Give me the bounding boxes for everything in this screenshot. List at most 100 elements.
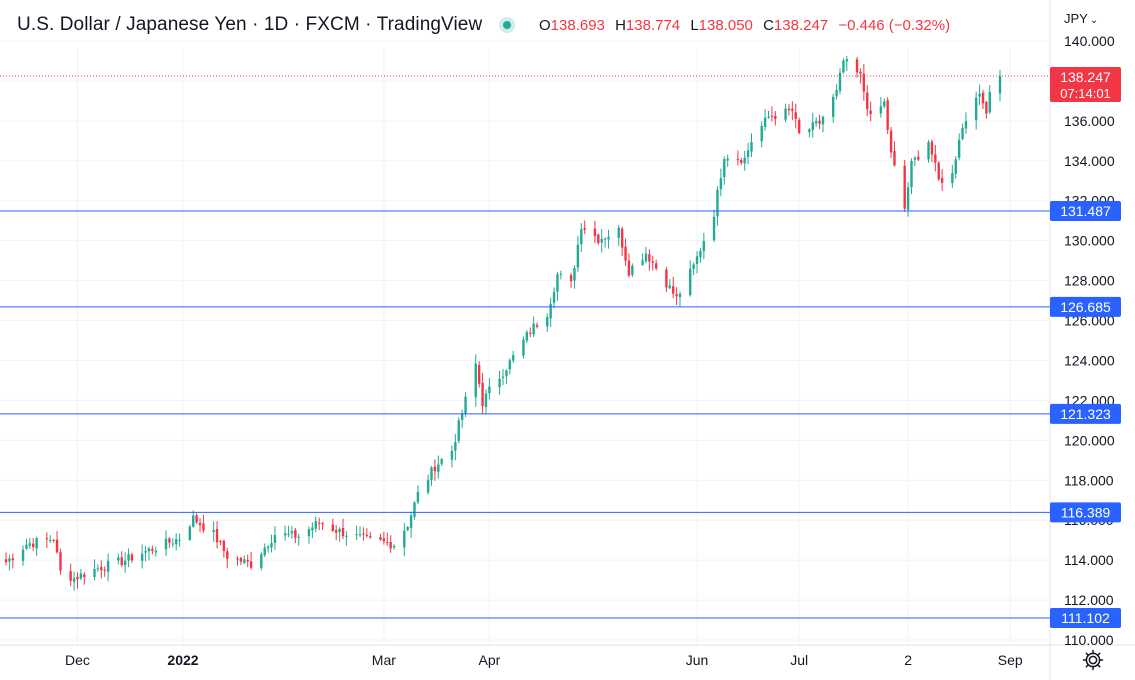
- candle-body: [481, 382, 484, 407]
- candle-body: [981, 92, 985, 104]
- level-price-label: 121.323: [1060, 406, 1111, 422]
- candle-body: [723, 159, 726, 177]
- time-tick-label: Jun: [686, 652, 709, 668]
- bar-countdown-label: 07:14:01: [1060, 86, 1111, 101]
- candle-body: [903, 165, 906, 209]
- candle-body: [835, 90, 838, 97]
- candle-body: [505, 370, 508, 377]
- candle-body: [202, 523, 205, 531]
- candle-body: [25, 544, 28, 549]
- candle-body: [743, 157, 746, 164]
- current-price-badge: [1050, 67, 1121, 103]
- candle-body: [869, 110, 872, 115]
- candle-body: [859, 71, 862, 74]
- candle-body: [862, 73, 866, 92]
- candle-body: [222, 540, 226, 551]
- candle-body: [55, 539, 59, 553]
- candle-body: [927, 142, 930, 160]
- time-tick-label: Apr: [478, 652, 500, 668]
- gear-icon[interactable]: [1081, 648, 1105, 672]
- candle-body: [821, 116, 825, 125]
- candle-body: [45, 538, 49, 540]
- candle-body: [69, 571, 72, 581]
- candle-body: [236, 558, 239, 560]
- candle-body: [712, 216, 716, 241]
- level-price-label: 111.102: [1061, 610, 1110, 626]
- candle-body: [957, 139, 961, 158]
- price-tick-label: 140.000: [1064, 33, 1115, 49]
- candle-body: [906, 187, 910, 210]
- level-price-label: 126.685: [1060, 299, 1111, 315]
- level-price-badge: [1050, 200, 1121, 221]
- candle-body: [294, 529, 297, 538]
- candle-body: [369, 536, 372, 538]
- candle-body: [689, 268, 692, 296]
- candle-body: [317, 522, 321, 524]
- candle-body: [416, 491, 420, 503]
- candle-body: [96, 568, 100, 570]
- candle-body: [740, 160, 743, 163]
- candle-body: [879, 106, 883, 114]
- open-label: O: [539, 17, 551, 34]
- candle-body: [215, 528, 219, 543]
- candle-body: [379, 537, 382, 540]
- candle-body: [593, 228, 597, 236]
- candle-body: [11, 558, 15, 560]
- candle-body: [719, 178, 723, 190]
- candle-body: [4, 559, 8, 563]
- price-tick-label: 112.000: [1064, 592, 1114, 608]
- currency-selector[interactable]: JPY ⌄: [1064, 11, 1098, 26]
- candle-body: [576, 244, 580, 268]
- candle-body: [454, 441, 457, 451]
- candle-body: [147, 548, 151, 552]
- candle-body: [767, 116, 770, 118]
- candle-body: [726, 158, 729, 161]
- candle-body: [699, 250, 702, 258]
- candle-body: [321, 523, 324, 525]
- candle-body: [192, 515, 195, 527]
- candle-body: [910, 160, 913, 188]
- market-status-dot[interactable]: [499, 17, 515, 33]
- candle-body: [818, 120, 821, 124]
- candle-body: [702, 241, 706, 252]
- time-axis[interactable]: Dec 2022 Mar Apr Jun Jul 2 Sep: [65, 652, 1023, 668]
- candle-body: [243, 559, 246, 563]
- candle-body: [913, 157, 917, 160]
- candle-body: [35, 538, 38, 549]
- candle-body: [198, 522, 202, 526]
- candle-body: [195, 515, 198, 523]
- candle-body: [430, 467, 433, 480]
- candle-body: [249, 561, 253, 568]
- candle-body: [930, 141, 934, 155]
- candle-body: [988, 92, 991, 113]
- candle-body: [529, 332, 532, 334]
- horizontal-lines[interactable]: [0, 210, 1050, 619]
- candle-body: [426, 479, 430, 493]
- candle-body: [535, 324, 539, 327]
- candle-body: [937, 162, 940, 180]
- candle-body: [355, 534, 358, 536]
- candle-body: [559, 273, 563, 275]
- candle-body: [951, 173, 954, 184]
- candle-body: [164, 538, 168, 550]
- candle-body: [144, 551, 147, 553]
- candle-body: [692, 264, 695, 269]
- candle-body: [668, 285, 672, 289]
- candle-body: [49, 539, 52, 541]
- candle-body: [811, 122, 814, 130]
- candle-body: [440, 459, 443, 464]
- candle-body: [212, 529, 215, 532]
- close-label: C: [763, 17, 774, 34]
- candle-body: [437, 464, 440, 472]
- candle-body: [508, 360, 512, 370]
- candle-body: [266, 546, 270, 549]
- chart-grid: [0, 40, 1050, 645]
- close-value: 138.247: [773, 17, 829, 34]
- level-price-label: 116.389: [1061, 504, 1111, 520]
- candle-body: [644, 253, 648, 262]
- time-tick-label: Dec: [65, 652, 90, 668]
- symbol-title[interactable]: U.S. Dollar / Japanese Yen · 1D · FXCM ·…: [17, 14, 483, 35]
- candle-body: [59, 552, 62, 571]
